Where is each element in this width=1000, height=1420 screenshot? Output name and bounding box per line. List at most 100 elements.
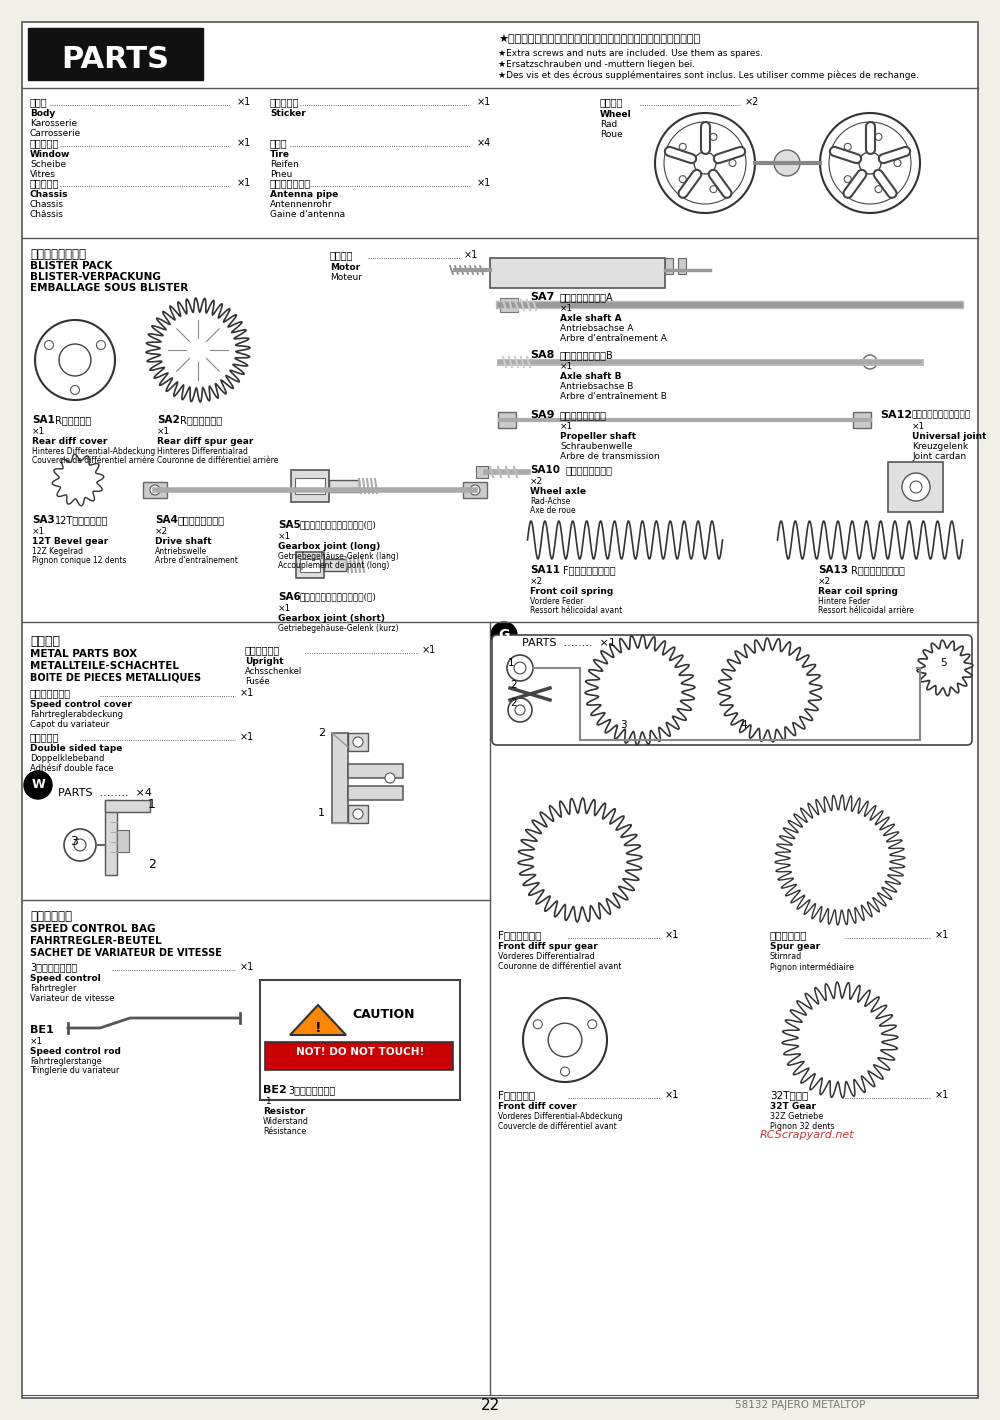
Bar (324, 559, 346, 571)
Text: ×4: ×4 (477, 138, 491, 148)
Text: 3: 3 (620, 720, 627, 730)
Text: EMBALLAGE SOUS BLISTER: EMBALLAGE SOUS BLISTER (30, 283, 188, 293)
Text: Double sided tape: Double sided tape (30, 744, 122, 753)
Bar (329, 480, 359, 491)
Text: BE1: BE1 (30, 1025, 54, 1035)
Text: 2: 2 (510, 699, 517, 709)
Circle shape (875, 133, 882, 141)
Circle shape (934, 657, 956, 679)
Text: ·1: ·1 (263, 1098, 272, 1106)
Text: Front diff cover: Front diff cover (498, 1102, 577, 1110)
Text: ×1: ×1 (560, 362, 573, 371)
Text: Pignon intermédiaire: Pignon intermédiaire (770, 961, 854, 971)
Circle shape (548, 1024, 582, 1056)
Bar (348, 733, 368, 751)
Circle shape (550, 870, 559, 879)
Circle shape (96, 341, 105, 349)
Text: ×1: ×1 (240, 731, 254, 743)
Text: Hintere Feder: Hintere Feder (818, 596, 870, 606)
Text: Fahrtreglerabdeckung: Fahrtreglerabdeckung (30, 710, 123, 719)
Text: SA12: SA12 (880, 410, 912, 420)
Text: Axe de roue: Axe de roue (530, 506, 576, 515)
Text: ×1: ×1 (237, 178, 251, 187)
Polygon shape (917, 640, 973, 696)
Text: Speed control rod: Speed control rod (30, 1047, 121, 1056)
Text: Drive shaft: Drive shaft (155, 537, 212, 547)
Text: ×2: ×2 (530, 577, 543, 586)
Text: Châssis: Châssis (30, 210, 64, 219)
Bar (490, 258, 665, 288)
Text: Fahrtreglerstange: Fahrtreglerstange (30, 1056, 102, 1066)
Circle shape (150, 486, 160, 496)
Circle shape (894, 159, 901, 166)
Bar (463, 481, 487, 498)
Circle shape (45, 341, 54, 349)
Circle shape (353, 737, 363, 747)
Circle shape (910, 481, 922, 493)
Text: Vorderes Differential-Abdeckung: Vorderes Differential-Abdeckung (498, 1112, 622, 1120)
Text: Getriebegehäuse-Gelenk (lang): Getriebegehäuse-Gelenk (lang) (278, 552, 399, 561)
Text: SA4: SA4 (155, 515, 178, 525)
Circle shape (655, 114, 755, 213)
Text: Reifen: Reifen (270, 160, 299, 169)
Text: アンテナパイプ: アンテナパイプ (270, 178, 311, 187)
Text: Antriebswelle: Antriebswelle (155, 547, 207, 557)
Text: SA8: SA8 (530, 349, 554, 361)
Text: 金具小箱: 金具小箱 (30, 635, 60, 648)
Text: Vorderes Differentialrad: Vorderes Differentialrad (498, 951, 595, 961)
Text: Arbre d'entraînement B: Arbre d'entraînement B (560, 392, 667, 400)
Text: ×1: ×1 (237, 97, 251, 106)
Circle shape (560, 1066, 570, 1076)
Text: Variateur de vitesse: Variateur de vitesse (30, 994, 114, 1003)
Text: ホイールアクスル: ホイールアクスル (566, 464, 613, 476)
Text: Tire: Tire (270, 151, 290, 159)
Circle shape (35, 320, 115, 400)
Text: Rコイルスプリング: Rコイルスプリング (851, 565, 905, 575)
Text: Scheibe: Scheibe (30, 160, 66, 169)
Text: Vordere Feder: Vordere Feder (530, 596, 583, 606)
Text: ギヤーボックスジョイント(短): ギヤーボックスジョイント(短) (300, 592, 377, 601)
Text: 両面テープ: 両面テープ (30, 731, 59, 743)
Circle shape (68, 470, 88, 490)
Circle shape (177, 329, 219, 371)
Text: Capot du variateur: Capot du variateur (30, 720, 109, 728)
Text: ×1: ×1 (912, 422, 925, 432)
Text: Karosserie: Karosserie (30, 119, 77, 128)
Text: Speed control cover: Speed control cover (30, 700, 132, 709)
Text: ×1: ×1 (157, 427, 170, 436)
Text: ステッカー: ステッカー (270, 97, 299, 106)
Bar (476, 466, 488, 479)
Text: Propeller shaft: Propeller shaft (560, 432, 636, 442)
Text: Couronne de différentiel arrière: Couronne de différentiel arrière (157, 456, 278, 464)
Text: ★Des vis et des écrous supplémentaires sont inclus. Les utiliser comme pièces de: ★Des vis et des écrous supplémentaires s… (498, 71, 919, 81)
Circle shape (664, 122, 746, 204)
Text: ×1: ×1 (32, 527, 45, 535)
Text: Resistor: Resistor (263, 1108, 305, 1116)
Text: 1: 1 (318, 808, 325, 818)
Bar (28, 28, 203, 80)
Text: BE2: BE2 (263, 1085, 287, 1095)
Text: ★金具部品は少し多目に入っています。予備として使って下さい。: ★金具部品は少し多目に入っています。予備として使って下さい。 (498, 34, 700, 44)
Text: Tringlerie du variateur: Tringlerie du variateur (30, 1066, 119, 1075)
Text: Pignon conique 12 dents: Pignon conique 12 dents (32, 557, 126, 565)
Text: SPEED CONTROL BAG: SPEED CONTROL BAG (30, 924, 156, 934)
Text: PARTS  ........  ×1: PARTS ........ ×1 (522, 638, 616, 648)
Text: 58132 PAJERO METALTOP: 58132 PAJERO METALTOP (735, 1400, 865, 1410)
Text: Résistance: Résistance (263, 1127, 306, 1136)
Text: !: ! (315, 1021, 321, 1035)
Text: Antriebsachse B: Antriebsachse B (560, 382, 633, 390)
Circle shape (679, 143, 686, 151)
Text: PARTS  ........  ×4: PARTS ........ ×4 (58, 788, 152, 798)
Bar (105, 799, 150, 812)
FancyBboxPatch shape (492, 635, 972, 746)
Circle shape (515, 704, 525, 716)
Text: SA9: SA9 (530, 410, 554, 420)
Circle shape (617, 667, 663, 713)
Text: SACHET DE VARIATEUR DE VITESSE: SACHET DE VARIATEUR DE VITESSE (30, 949, 222, 959)
Circle shape (815, 835, 865, 885)
Text: ★Extra screws and nuts are included. Use them as spares.: ★Extra screws and nuts are included. Use… (498, 50, 763, 58)
Text: RCScrapyard.net: RCScrapyard.net (760, 1130, 855, 1140)
Circle shape (385, 772, 395, 782)
Text: Hinteres Differentialrad: Hinteres Differentialrad (157, 447, 248, 456)
Bar (348, 787, 403, 799)
